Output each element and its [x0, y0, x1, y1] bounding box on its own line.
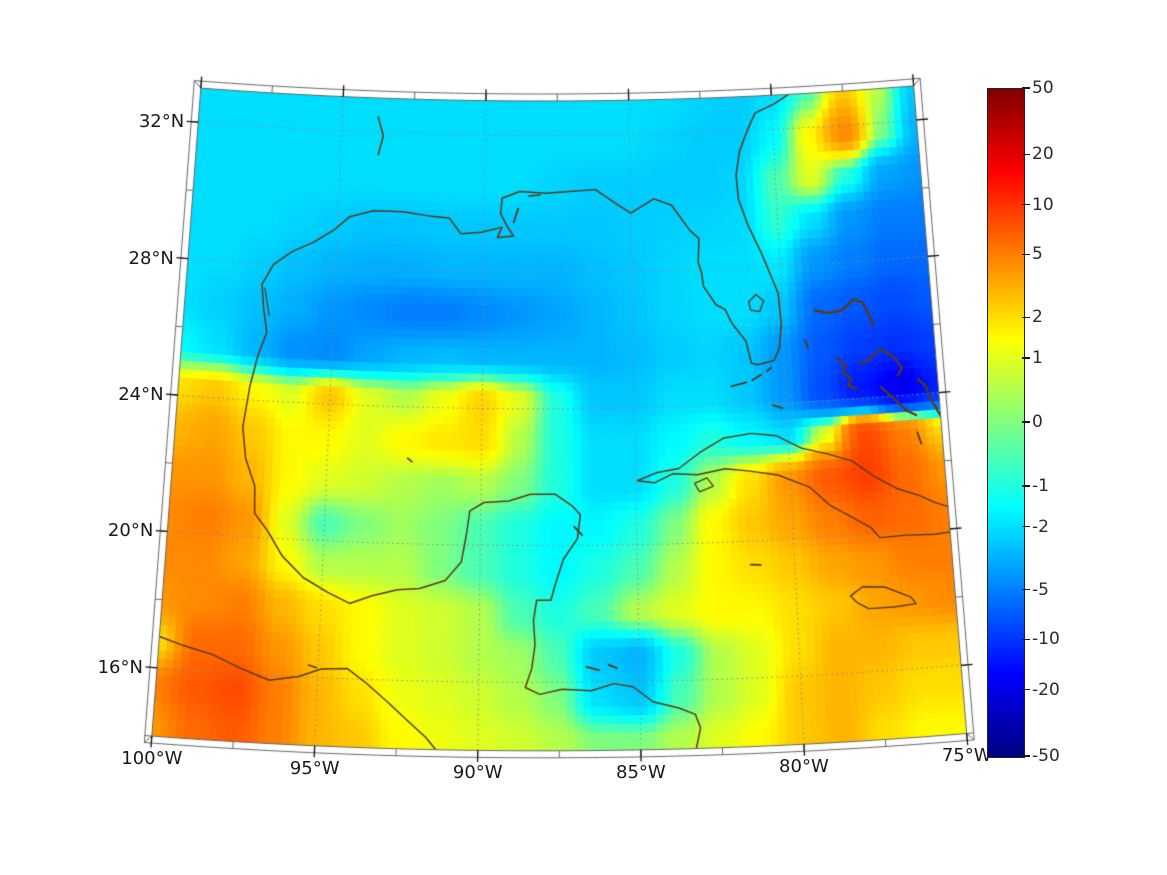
colorbar-tick [1022, 589, 1030, 591]
y-tick-label: 24°N [118, 384, 164, 406]
x-tick-label: 85°W [616, 761, 666, 783]
colorbar-tick-label: -20 [1032, 679, 1060, 700]
colorbar-tick [1022, 253, 1030, 255]
colorbar-tick-label: 2 [1032, 307, 1043, 328]
colorbar-tick [1022, 526, 1030, 528]
colorbar-tick-label: 10 [1032, 194, 1054, 215]
colorbar-tick [1022, 87, 1030, 89]
colorbar-tick [1022, 316, 1030, 318]
x-tick-label: 100°W [121, 748, 183, 770]
colorbar-tick-label: 5 [1032, 244, 1043, 265]
y-tick-label: 28°N [128, 247, 174, 269]
x-tick-label: 75°W [941, 745, 992, 767]
colorbar-tick-label: 20 [1032, 144, 1054, 165]
colorbar-tick [1022, 485, 1030, 487]
colorbar-tick-label: 1 [1032, 348, 1043, 369]
x-tick-label: 90°W [452, 762, 503, 784]
colorbar-tick [1022, 357, 1030, 359]
y-tick-label: 16°N [97, 656, 143, 678]
colorbar-tick-label: -5 [1032, 579, 1049, 600]
colorbar-tick-label: -1 [1032, 475, 1049, 496]
colorbar-tick-label: -50 [1032, 746, 1060, 766]
colorbar-tick-label: 50 [1032, 78, 1054, 98]
colorbar-tick-label: -10 [1032, 629, 1060, 650]
colorbar-tick-label: 0 [1032, 412, 1043, 432]
y-tick-label: 32°N [138, 111, 185, 133]
colorbar [987, 88, 1025, 758]
x-tick-label: 95°W [289, 757, 340, 779]
colorbar-tick [1022, 153, 1030, 156]
colorbar-tick [1022, 203, 1030, 206]
colorbar-tick [1022, 755, 1030, 757]
x-tick-label: 80°W [779, 756, 829, 778]
colorbar-tick [1022, 421, 1030, 423]
colorbar-tick-label: -2 [1032, 516, 1049, 537]
colorbar-tick [1022, 638, 1030, 641]
y-tick-label: 20°N [107, 520, 154, 542]
colorbar-tick [1022, 688, 1030, 691]
